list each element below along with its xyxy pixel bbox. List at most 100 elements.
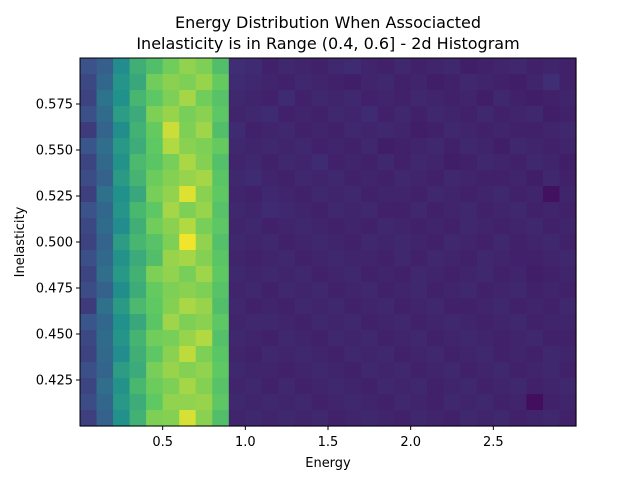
heatmap-cell [212,154,230,171]
heatmap-cell [394,170,412,187]
heatmap-cell [245,138,263,155]
heatmap-cell [410,282,428,299]
heatmap-cell [460,138,478,155]
heatmap-cell [427,90,445,107]
heatmap-cell [162,410,180,427]
heatmap-cell [162,170,180,187]
heatmap-cell [344,186,362,203]
heatmap-cell [427,394,445,411]
heatmap-cell [344,314,362,331]
heatmap-cell [559,282,577,299]
heatmap-cell [509,154,527,171]
heatmap-cell [311,298,329,315]
heatmap-cell [377,250,395,267]
heatmap-cell [476,218,494,235]
heatmap-cell [460,346,478,363]
heatmap-cell [96,314,114,331]
heatmap-cell [113,314,131,331]
heatmap-cell [195,106,213,123]
heatmap-cell [377,298,395,315]
heatmap-cell [311,266,329,283]
heatmap-cell [427,106,445,123]
heatmap-cell [294,330,313,347]
heatmap-cell [179,314,197,331]
heatmap-cell [195,58,213,75]
heatmap-cell [146,330,164,347]
heatmap-cell [96,106,114,123]
heatmap-cell [162,106,180,123]
heatmap-cell [113,266,131,283]
heatmap-cell [410,186,428,203]
heatmap-cell [245,266,263,283]
heatmap-cell [228,218,246,235]
heatmap-cell [427,314,445,331]
heatmap-cell [427,250,445,267]
heatmap-cell [427,266,445,283]
heatmap-cell [361,154,379,171]
heatmap-cell [328,298,346,315]
heatmap-cell [96,234,114,251]
heatmap-cell [377,58,395,75]
heatmap-cell [311,314,329,331]
heatmap-cell [228,186,246,203]
heatmap-cell [294,410,313,427]
heatmap-cell [113,330,131,347]
heatmap-cell [278,186,296,203]
heatmap-cell [195,330,213,347]
heatmap-cell [162,266,180,283]
heatmap-cell [344,154,362,171]
heatmap-cell [212,234,230,251]
heatmap-cell [377,106,395,123]
heatmap-cell [526,282,544,299]
heatmap-cell [113,186,131,203]
heatmap-cell [245,410,263,427]
heatmap-cell [542,266,561,283]
heatmap-cell [377,314,395,331]
heatmap-cell [96,282,114,299]
heatmap-cell [228,154,246,171]
heatmap-cell [96,362,114,379]
heatmap-cell [311,106,329,123]
heatmap-cell [146,362,164,379]
heatmap-cell [460,378,478,395]
heatmap-cell [542,138,561,155]
heatmap-cell [294,314,313,331]
heatmap-cell [245,218,263,235]
heatmap-cell [80,234,98,251]
heatmap-cell [559,186,577,203]
heatmap-cell [195,154,213,171]
heatmap-cell [162,234,180,251]
heatmap-cell [493,154,511,171]
heatmap-cell [278,330,296,347]
heatmap-cell [476,186,494,203]
heatmap-cell [212,74,230,91]
heatmap-cell [179,106,197,123]
heatmap-cell [294,266,313,283]
heatmap-cell [162,58,180,75]
heatmap-cell [212,186,230,203]
heatmap-cell [361,378,379,395]
heatmap-cell [460,202,478,219]
heatmap-cell [443,250,461,267]
heatmap-cell [542,58,561,75]
heatmap-cell [294,346,313,363]
heatmap-cell [146,218,164,235]
heatmap-cell [129,378,147,395]
heatmap-cell [361,346,379,363]
heatmap-cell [261,282,279,299]
heatmap-cell [493,314,511,331]
heatmap-cell [344,298,362,315]
heatmap-cell [179,410,197,427]
heatmap-cell [509,378,527,395]
heatmap-cell [261,186,279,203]
heatmap-cell [278,90,296,107]
heatmap-cell [162,202,180,219]
heatmap-cell [146,378,164,395]
heatmap-cell [179,282,197,299]
heatmap-cell [212,378,230,395]
heatmap-cell [228,122,246,139]
heatmap-cell [361,394,379,411]
heatmap-cell [443,266,461,283]
heatmap-cell [129,202,147,219]
heatmap-cell [377,170,395,187]
